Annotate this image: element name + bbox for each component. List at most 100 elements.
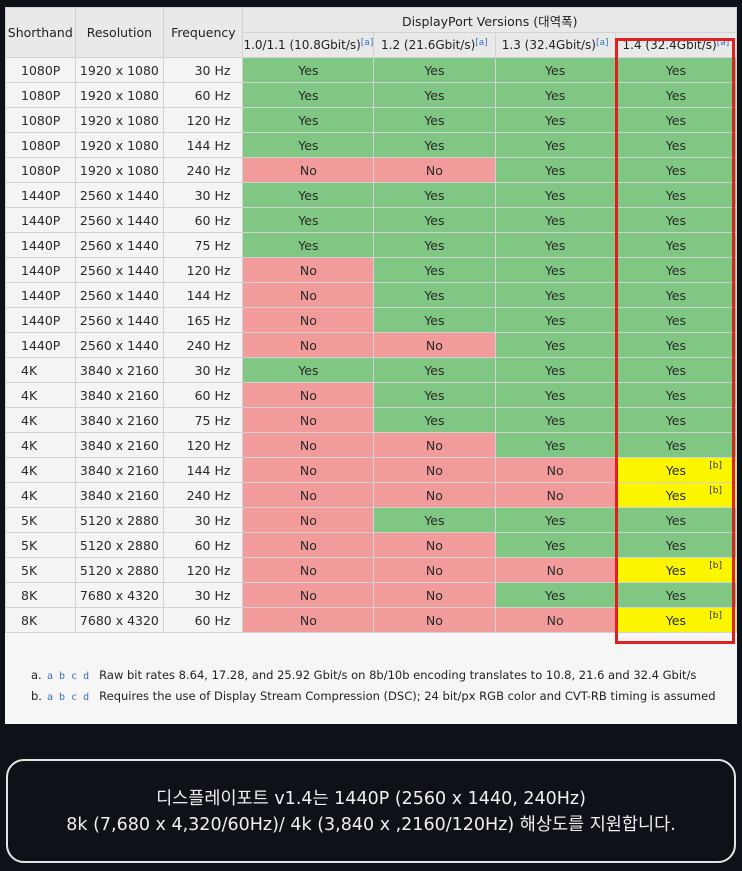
cell-shorthand: 4K [5, 457, 76, 483]
support-value: No [299, 387, 317, 403]
cell-frequency: 240 Hz [163, 332, 244, 358]
support-value: Yes [545, 62, 566, 78]
table-body: 1080P 1920 x 1080 30 Hz Yes Yes Yes Yes 1080P 19… [5, 57, 738, 633]
cell-shorthand: 4K [5, 407, 76, 433]
table-row: 4K 3840 x 2160 60 Hz No Yes Yes Yes [5, 382, 738, 408]
cell-support: Yes [494, 82, 616, 108]
cell-support: No [373, 432, 496, 458]
support-value: Yes [545, 187, 566, 203]
caption-box: 디스플레이포트 v1.4는 1440P (2560 x 1440, 240Hz)… [6, 759, 736, 863]
cell-support: No [373, 532, 496, 558]
cell-shorthand: 5K [5, 507, 76, 533]
cell-support: Yes [614, 432, 738, 458]
cell-resolution: 3840 x 2160 [74, 482, 165, 508]
cell-shorthand: 1440P [5, 332, 76, 358]
support-value: Yes [665, 187, 686, 203]
cell-shorthand: 8K [5, 607, 76, 633]
footnote-ref-b[interactable]: [b] [709, 486, 722, 496]
cell-support: Yes [373, 357, 496, 383]
cell-shorthand: 1440P [5, 182, 76, 208]
footnote-ref-a[interactable]: [a] [475, 38, 488, 48]
cell-resolution: 3840 x 2160 [74, 407, 165, 433]
cell-support: Yes [614, 157, 738, 183]
support-value: No [299, 337, 317, 353]
cell-shorthand: 1080P [5, 132, 76, 158]
support-value: Yes [665, 87, 686, 103]
support-value: Yes [545, 537, 566, 553]
footnote-a: a. a b c d Raw bit rates 8.64, 17.28, and … [31, 668, 696, 682]
cell-shorthand: 4K [5, 357, 76, 383]
table-row: 1440P 2560 x 1440 144 Hz No Yes Yes Yes [5, 282, 738, 308]
footnote-ref-b[interactable]: [b] [709, 561, 722, 571]
support-value: No [425, 562, 443, 578]
support-value: No [425, 437, 443, 453]
cell-resolution: 2560 x 1440 [74, 332, 165, 358]
cell-resolution: 7680 x 4320 [74, 582, 165, 608]
cell-support: Yes [242, 207, 375, 233]
support-value: Yes [665, 537, 686, 553]
support-value: Yes [665, 437, 686, 453]
table-row: 4K 3840 x 2160 30 Hz Yes Yes Yes Yes [5, 357, 738, 383]
cell-support: No [242, 307, 375, 333]
cell-frequency: 120 Hz [163, 107, 244, 133]
cell-support: No [242, 282, 375, 308]
cell-support: Yes [494, 382, 616, 408]
cell-frequency: 144 Hz [163, 282, 244, 308]
footnote-backlinks[interactable]: a b c d [47, 692, 90, 703]
cell-support: No [242, 507, 375, 533]
header-resolution: Resolution [74, 7, 165, 58]
cell-support: Yes [373, 132, 496, 158]
support-value: Yes [665, 287, 686, 303]
cell-shorthand: 5K [5, 557, 76, 583]
table-row: 1440P 2560 x 1440 30 Hz Yes Yes Yes Yes [5, 182, 738, 208]
cell-support: Yes [614, 57, 738, 83]
cell-frequency: 75 Hz [163, 407, 244, 433]
support-value: No [299, 162, 317, 178]
cell-shorthand: 1080P [5, 157, 76, 183]
support-value: Yes [545, 312, 566, 328]
footnote-ref-a[interactable]: [a] [595, 38, 609, 48]
support-value: Yes [424, 212, 445, 228]
cell-frequency: 144 Hz [163, 457, 244, 483]
cell-support: Yes [373, 307, 496, 333]
cell-support: Yes [614, 382, 738, 408]
support-value: Yes [665, 337, 686, 353]
support-value: Yes [424, 237, 445, 253]
cell-support: No [242, 582, 375, 608]
cell-shorthand: 1440P [5, 282, 76, 308]
support-value: Yes [298, 362, 319, 378]
cell-support: Yes [494, 107, 616, 133]
cell-support: No [373, 457, 496, 483]
support-value: Yes [545, 387, 566, 403]
cell-shorthand: 1080P [5, 107, 76, 133]
displayport-support-table: Shorthand Resolution Frequency DisplayPo… [5, 7, 738, 633]
support-value: Yes [545, 587, 566, 603]
support-value: Yes [665, 387, 686, 403]
table-row: 4K 3840 x 2160 240 Hz No No No Yes [b] [5, 482, 738, 508]
footnote-ref-a[interactable]: [a] [716, 38, 730, 48]
cell-frequency: 30 Hz [163, 357, 244, 383]
cell-support: No [373, 332, 496, 358]
footnote-backlinks[interactable]: a b c d [47, 671, 90, 682]
cell-support: No [494, 607, 616, 633]
table-row: 5K 5120 x 2880 30 Hz No Yes Yes Yes [5, 507, 738, 533]
support-value: No [546, 487, 564, 503]
cell-support: Yes [242, 57, 375, 83]
cell-support: Yes [373, 232, 496, 258]
cell-shorthand: 1440P [5, 232, 76, 258]
support-value: Yes [424, 312, 445, 328]
footnote-ref-b[interactable]: [b] [709, 611, 722, 621]
cell-support: No [373, 582, 496, 608]
footnote-ref-b[interactable]: [b] [709, 461, 722, 471]
cell-frequency: 120 Hz [163, 557, 244, 583]
support-value: Yes [424, 512, 445, 528]
cell-shorthand: 4K [5, 382, 76, 408]
cell-support: Yes [494, 157, 616, 183]
caption-line-2: 8k (7,680 x 4,320/60Hz)/ 4k (3,840 x ,21… [66, 815, 676, 835]
cell-frequency: 60 Hz [163, 207, 244, 233]
cell-support: Yes [373, 207, 496, 233]
cell-support: Yes [373, 407, 496, 433]
support-value: Yes [424, 262, 445, 278]
footnote-ref-a[interactable]: [a] [360, 38, 374, 48]
support-value: Yes [424, 62, 445, 78]
